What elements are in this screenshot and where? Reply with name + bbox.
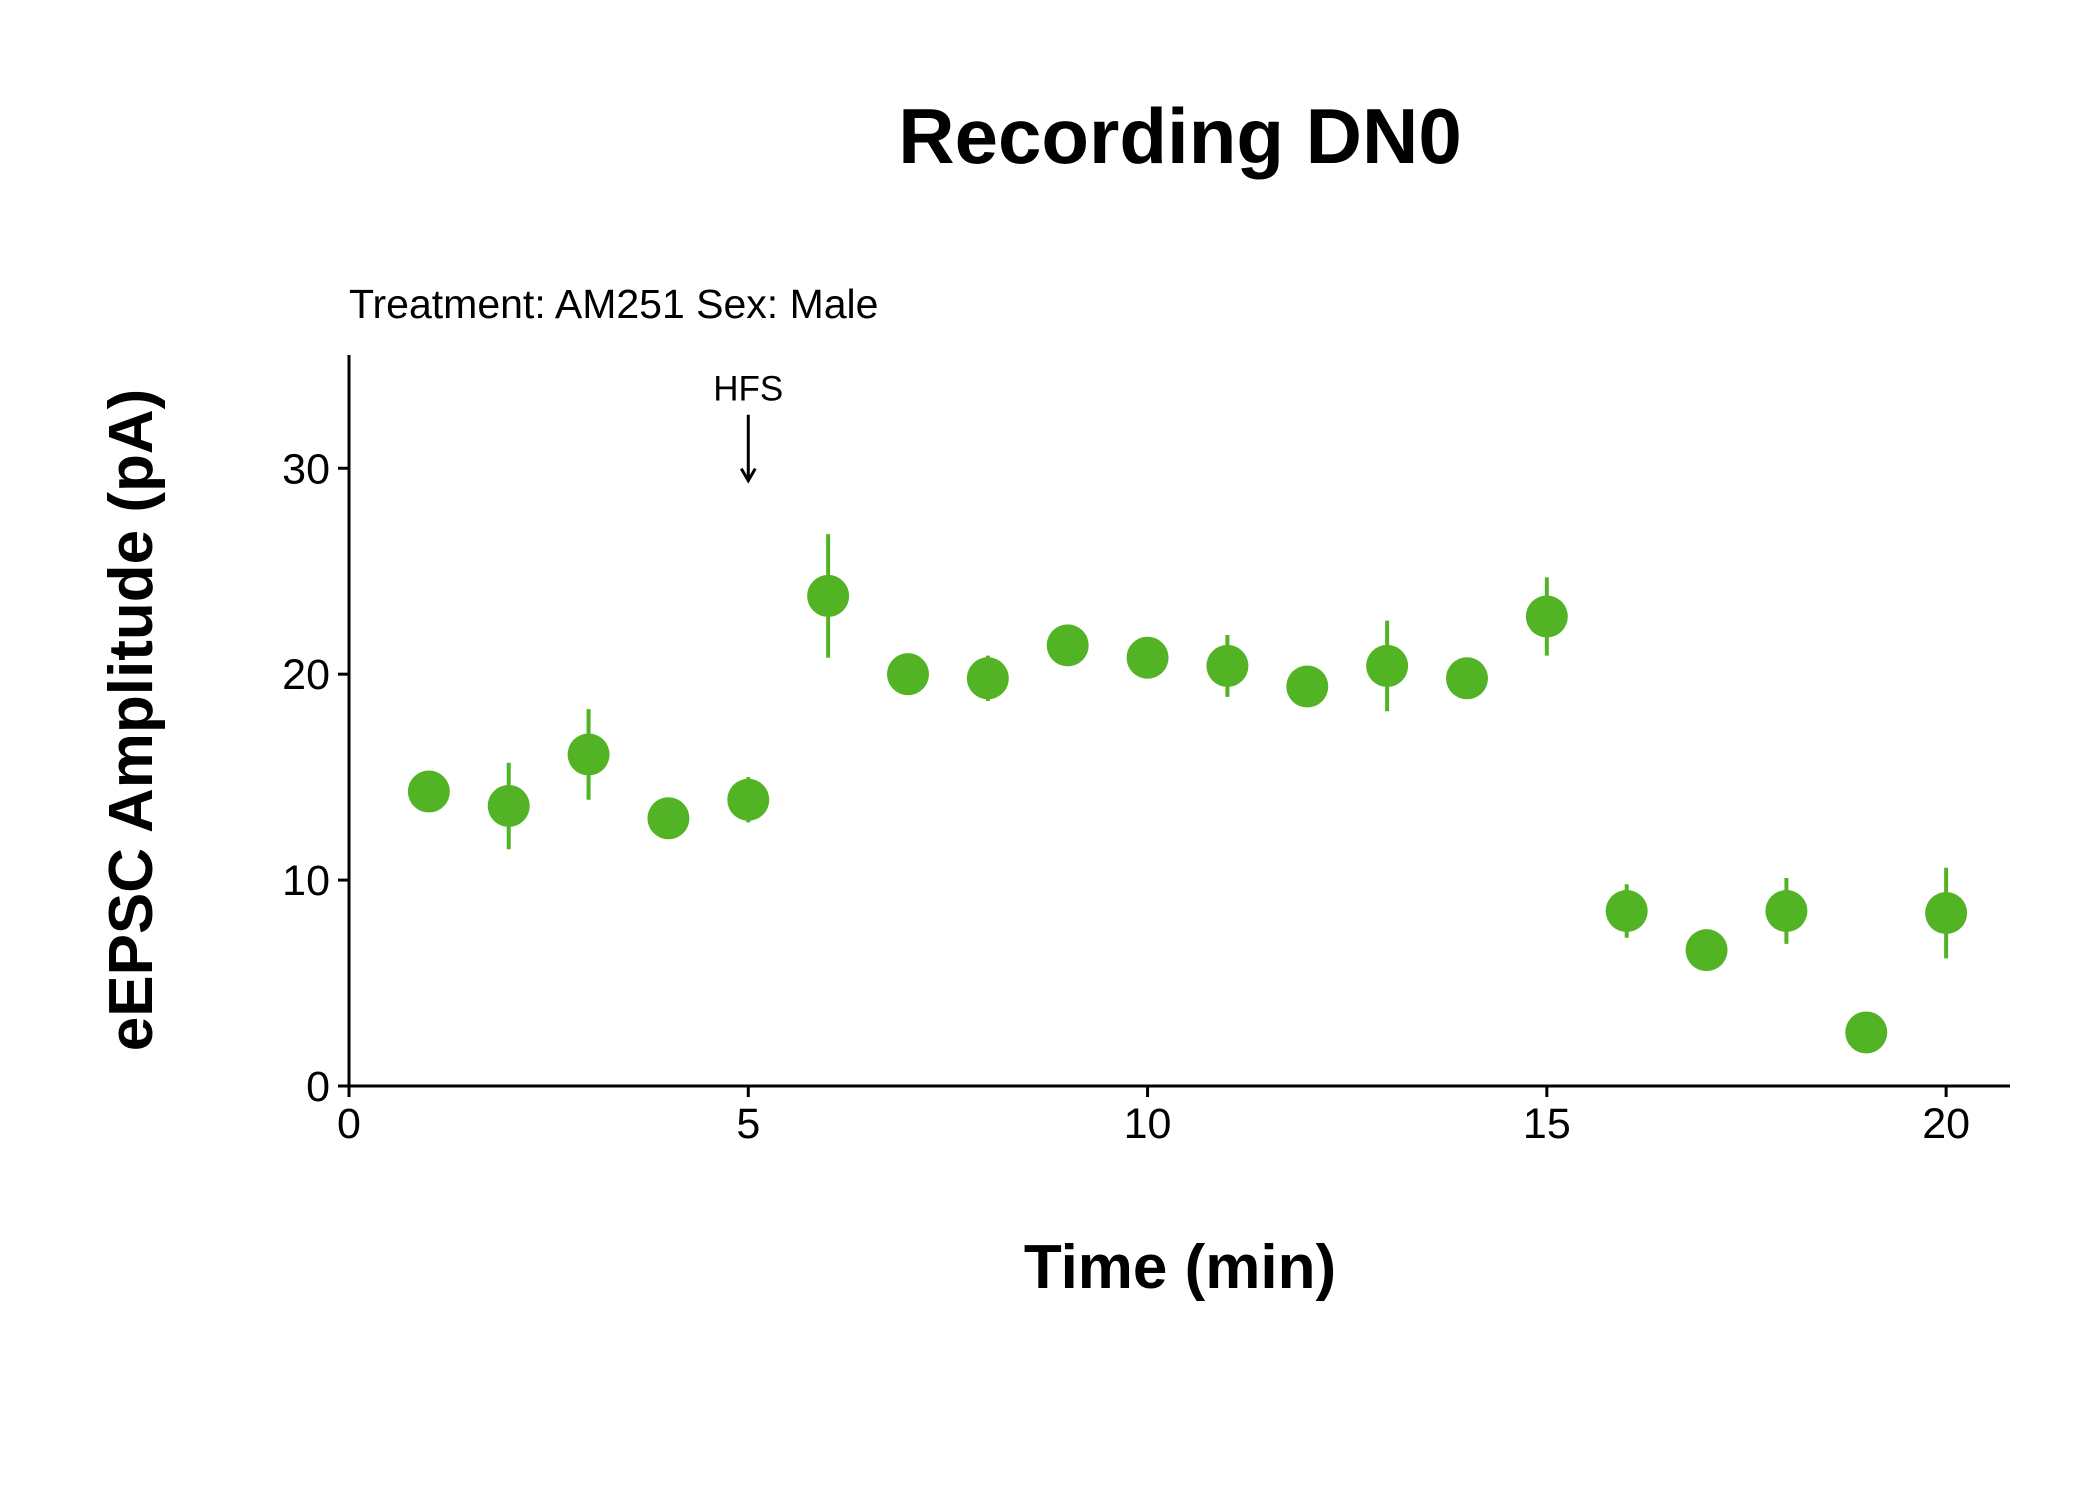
x-axis-title: Time (min) bbox=[1024, 1233, 1336, 1302]
y-tick-label: 0 bbox=[306, 1063, 330, 1111]
data-point bbox=[1286, 665, 1329, 708]
data-point bbox=[1925, 892, 1968, 935]
data-point bbox=[647, 797, 690, 840]
x-tick-label: 5 bbox=[736, 1100, 760, 1148]
data-point bbox=[886, 653, 929, 696]
data-point bbox=[1126, 636, 1169, 679]
y-axis-ticks: 0 10 20 30 bbox=[282, 445, 349, 1111]
data-point bbox=[1445, 657, 1488, 700]
data-point bbox=[1685, 929, 1728, 972]
data-point bbox=[807, 574, 850, 617]
chart-title: Recording DN0 bbox=[898, 92, 1461, 180]
x-tick-label: 15 bbox=[1523, 1100, 1571, 1148]
data-point bbox=[1046, 624, 1089, 667]
y-axis-title: eEPSC Amplitude (pA) bbox=[97, 389, 166, 1052]
data-point bbox=[1605, 889, 1648, 932]
data-point bbox=[1765, 889, 1808, 932]
hfs-label: HFS bbox=[713, 370, 783, 409]
data-point bbox=[487, 784, 530, 827]
x-axis-ticks: 0 5 10 15 20 bbox=[337, 1086, 1970, 1148]
y-tick-label: 20 bbox=[282, 651, 330, 699]
data-point bbox=[966, 657, 1009, 700]
hfs-annotation: HFS bbox=[713, 370, 783, 484]
data-point bbox=[567, 733, 610, 776]
data-point bbox=[407, 770, 450, 813]
data-points bbox=[407, 534, 1968, 1054]
data-point bbox=[1206, 644, 1249, 687]
x-tick-label: 0 bbox=[337, 1100, 361, 1148]
data-point bbox=[1845, 1011, 1888, 1054]
y-tick-label: 30 bbox=[282, 445, 330, 493]
x-tick-label: 20 bbox=[1922, 1100, 1970, 1148]
chart-subtitle: Treatment: AM251 Sex: Male bbox=[349, 281, 878, 327]
data-point bbox=[1366, 644, 1409, 687]
data-point bbox=[1525, 595, 1568, 638]
data-point bbox=[727, 778, 770, 821]
x-tick-label: 10 bbox=[1124, 1100, 1172, 1148]
y-tick-label: 10 bbox=[282, 857, 330, 905]
hfs-arrow-head bbox=[739, 467, 757, 484]
